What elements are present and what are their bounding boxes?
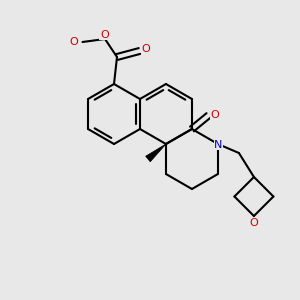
Text: N: N (214, 140, 223, 150)
Text: O: O (211, 110, 219, 121)
Text: O: O (250, 218, 258, 229)
Text: O: O (69, 37, 78, 47)
Text: O: O (142, 44, 151, 55)
Polygon shape (146, 144, 166, 162)
Text: O: O (100, 29, 109, 40)
